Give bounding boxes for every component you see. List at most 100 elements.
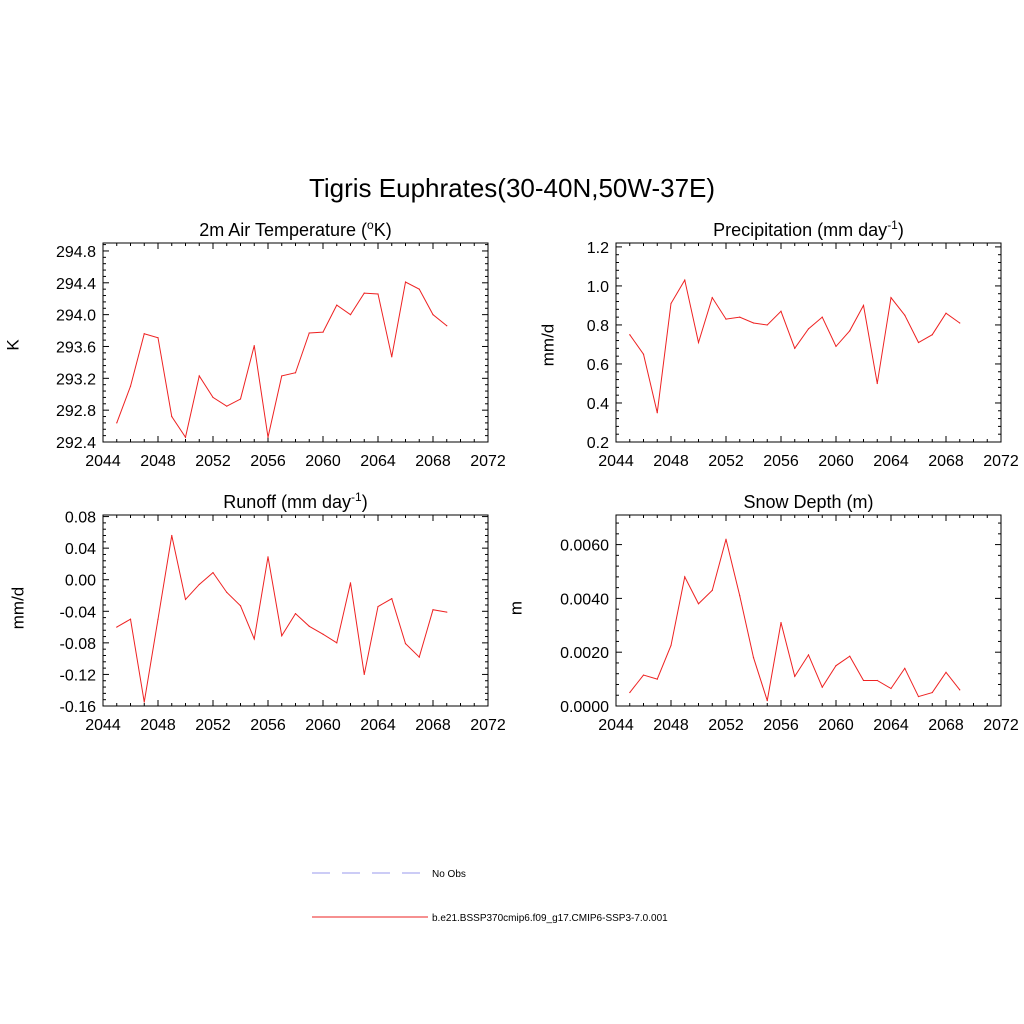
series-line-1 <box>116 281 448 439</box>
data-point <box>212 396 214 399</box>
data-point <box>363 292 365 294</box>
panel-title-suffix: K) <box>374 220 392 240</box>
data-point <box>129 618 132 620</box>
data-point <box>752 322 755 324</box>
panel-title: Precipitation (mm day-1) <box>713 218 904 240</box>
data-point <box>642 674 645 676</box>
x-tick-label: 2056 <box>763 453 799 470</box>
x-tick-label: 2060 <box>305 717 341 734</box>
chart-panel-3: Runoff (mm day-1) 2044 2048 2052 2056 2060 206… <box>8 490 505 734</box>
data-point <box>391 356 393 358</box>
data-point <box>404 643 407 645</box>
data-point <box>876 679 878 682</box>
figure-title: Tigris Euphrates(30-40N,50W-37E) <box>309 173 715 203</box>
y-tick-label: 0.2 <box>587 435 609 452</box>
y-tick-label: 0.0040 <box>560 591 609 608</box>
data-point <box>349 314 352 316</box>
x-tick-label: 2044 <box>598 453 634 470</box>
plot-frame <box>102 514 489 707</box>
data-point <box>253 345 255 347</box>
data-point <box>418 288 420 290</box>
data-point <box>171 534 173 537</box>
data-point <box>697 341 700 344</box>
x-tick-label: 2044 <box>85 453 121 470</box>
y-tick-label: -0.08 <box>60 636 97 653</box>
x-tick-label: 2072 <box>470 717 506 734</box>
y-tick-label: 0.0020 <box>560 645 609 662</box>
panel-title: 2m Air Temperature (oK) <box>199 218 391 240</box>
data-point <box>780 622 782 624</box>
data-point <box>890 687 892 690</box>
y-axis-label: mm/d <box>8 587 27 630</box>
data-point <box>129 385 132 387</box>
data-point <box>239 398 242 400</box>
y-tick-label: 294.4 <box>56 276 96 293</box>
y-tick-label: 0.0060 <box>560 538 609 555</box>
plot-frame <box>615 514 1002 707</box>
data-point <box>267 436 269 438</box>
y-tick-label: 0.00 <box>65 573 96 590</box>
x-tick-label: 2064 <box>873 453 909 470</box>
y-tick-label: 292.8 <box>56 403 96 420</box>
x-tick-label: 2072 <box>983 453 1019 470</box>
x-tick-label: 2048 <box>140 717 176 734</box>
legend-label-2: b.e21.BSSP370cmip6.f09_g17.CMIP6-SSP3-7.… <box>432 913 668 924</box>
x-tick-label: 2068 <box>928 453 964 470</box>
x-tick-label: 2064 <box>360 717 396 734</box>
data-point <box>862 679 865 682</box>
y-tick-label: 0.4 <box>587 396 609 413</box>
data-point <box>711 589 713 591</box>
data-point <box>629 691 631 694</box>
data-point <box>294 372 297 374</box>
data-point <box>752 656 755 659</box>
x-tick-label: 2048 <box>140 453 176 470</box>
data-point <box>184 436 187 438</box>
data-point <box>116 626 118 628</box>
x-tick-label: 2048 <box>653 717 689 734</box>
x-tick-label: 2068 <box>415 717 451 734</box>
panel-title-superscript: o <box>367 218 374 232</box>
data-point <box>959 322 961 324</box>
data-point <box>446 611 448 613</box>
data-point <box>143 701 145 703</box>
y-axis-label: m <box>506 601 525 615</box>
x-tick-label: 2056 <box>250 453 286 470</box>
data-point <box>931 691 933 694</box>
y-tick-label: 1.2 <box>587 240 609 257</box>
data-point <box>629 334 631 336</box>
data-point <box>739 595 741 597</box>
data-point <box>322 331 324 333</box>
data-point <box>835 345 837 348</box>
data-point <box>253 638 255 640</box>
data-point <box>656 678 658 680</box>
panel-title-suffix: ) <box>898 220 904 240</box>
data-point <box>835 665 837 667</box>
data-point <box>780 310 782 312</box>
y-axis-label: mm/d <box>538 324 557 367</box>
y-tick-label: 0.08 <box>65 510 96 527</box>
y-tick-label: -0.04 <box>60 604 97 621</box>
x-tick-label: 2068 <box>928 717 964 734</box>
legend: No Obs b.e21.BSSP370cmip6.f09_g17.CMIP6-S… <box>312 869 668 924</box>
panel-title-superscript: -1 <box>351 490 362 504</box>
data-point <box>766 700 768 702</box>
data-point <box>336 304 338 306</box>
data-point <box>308 625 310 627</box>
data-point <box>239 605 242 607</box>
data-point <box>432 609 434 611</box>
legend-label-1: No Obs <box>432 869 466 880</box>
x-tick-label: 2052 <box>708 453 744 470</box>
x-tick-label: 2052 <box>195 453 231 470</box>
data-point <box>821 686 823 688</box>
data-point <box>917 341 920 344</box>
y-tick-label: 0.04 <box>65 541 96 558</box>
data-point <box>725 318 727 320</box>
data-point <box>739 316 741 318</box>
data-point <box>794 347 796 349</box>
data-point <box>294 613 297 615</box>
data-point <box>807 654 810 656</box>
data-point <box>349 582 352 584</box>
data-point <box>377 605 379 608</box>
x-tick-label: 2072 <box>983 717 1019 734</box>
